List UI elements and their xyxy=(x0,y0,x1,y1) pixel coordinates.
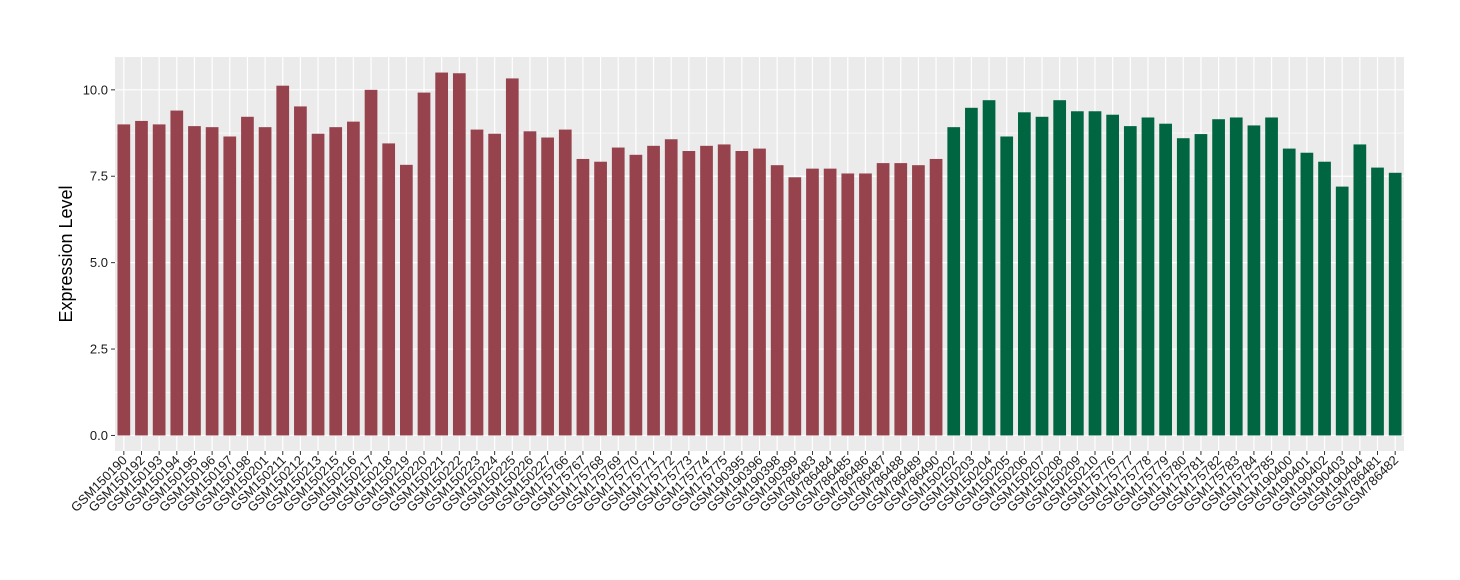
bar xyxy=(982,100,996,436)
bar xyxy=(311,133,325,436)
bar xyxy=(470,129,484,436)
bar xyxy=(806,168,819,436)
bar xyxy=(294,106,307,436)
y-axis-ticks: 0.0 2.5 5.0 7.5 10.0 xyxy=(83,82,115,443)
bar xyxy=(1070,111,1084,436)
bar xyxy=(700,145,713,436)
bar xyxy=(1353,144,1367,436)
bar xyxy=(1388,172,1402,436)
y-tick-label: 0.0 xyxy=(90,428,108,443)
x-axis-ticks: GSM150190GSM150192GSM150193GSM150194GSM1… xyxy=(68,451,1401,515)
bar xyxy=(647,145,660,436)
bar xyxy=(770,165,784,436)
bar xyxy=(1018,112,1031,436)
bar xyxy=(876,163,890,436)
bar xyxy=(1247,125,1261,436)
bar xyxy=(205,127,219,436)
bar xyxy=(1300,152,1314,436)
bar xyxy=(576,158,590,436)
bar xyxy=(1265,117,1278,436)
bar xyxy=(841,173,855,436)
bar xyxy=(1176,138,1190,436)
bar xyxy=(1371,167,1384,436)
bar xyxy=(1053,100,1067,436)
bar xyxy=(594,161,607,436)
bars xyxy=(117,72,1402,436)
bar xyxy=(452,73,466,436)
bar xyxy=(435,72,449,436)
bar xyxy=(788,177,802,436)
bar xyxy=(1088,111,1102,436)
bar xyxy=(135,120,148,436)
bar xyxy=(417,92,431,436)
y-tick-label: 10.0 xyxy=(83,82,108,97)
bar xyxy=(894,163,908,436)
bar xyxy=(223,136,237,436)
y-tick-label: 7.5 xyxy=(90,169,108,184)
bar xyxy=(399,164,413,436)
bar xyxy=(611,147,625,436)
bar xyxy=(753,148,766,436)
bar xyxy=(258,127,272,436)
bar xyxy=(1194,134,1208,436)
bar xyxy=(1000,136,1014,436)
bar xyxy=(823,168,837,436)
bar xyxy=(1282,148,1296,436)
bar xyxy=(1106,114,1120,436)
bar xyxy=(1212,119,1225,436)
bar xyxy=(664,139,678,436)
bar xyxy=(929,158,943,436)
bar xyxy=(276,85,290,436)
bar xyxy=(523,131,537,436)
bar xyxy=(912,165,925,436)
bar xyxy=(188,126,201,436)
bar xyxy=(735,151,749,436)
bar xyxy=(170,110,184,436)
bar xyxy=(558,129,572,436)
bar xyxy=(947,127,961,436)
bar xyxy=(1335,186,1349,436)
bar xyxy=(541,137,554,436)
bar xyxy=(152,124,166,436)
bar xyxy=(859,173,872,436)
bar xyxy=(1318,161,1331,436)
bar xyxy=(1159,123,1172,436)
bar xyxy=(364,89,378,436)
bar xyxy=(117,124,131,436)
bar xyxy=(1141,117,1155,436)
bar xyxy=(382,143,396,436)
bar xyxy=(488,133,501,436)
bar xyxy=(629,154,643,436)
bar xyxy=(717,144,731,436)
bar xyxy=(1123,126,1137,436)
bar xyxy=(965,107,978,436)
bar xyxy=(505,78,519,436)
bar xyxy=(1035,116,1049,436)
y-tick-label: 2.5 xyxy=(90,342,108,357)
bar xyxy=(329,127,343,436)
y-tick-label: 5.0 xyxy=(90,255,108,270)
bar xyxy=(241,116,254,436)
bar xyxy=(1229,117,1243,436)
bar xyxy=(347,121,360,436)
bar xyxy=(682,151,696,436)
y-axis-title: Expression Level xyxy=(56,185,76,322)
